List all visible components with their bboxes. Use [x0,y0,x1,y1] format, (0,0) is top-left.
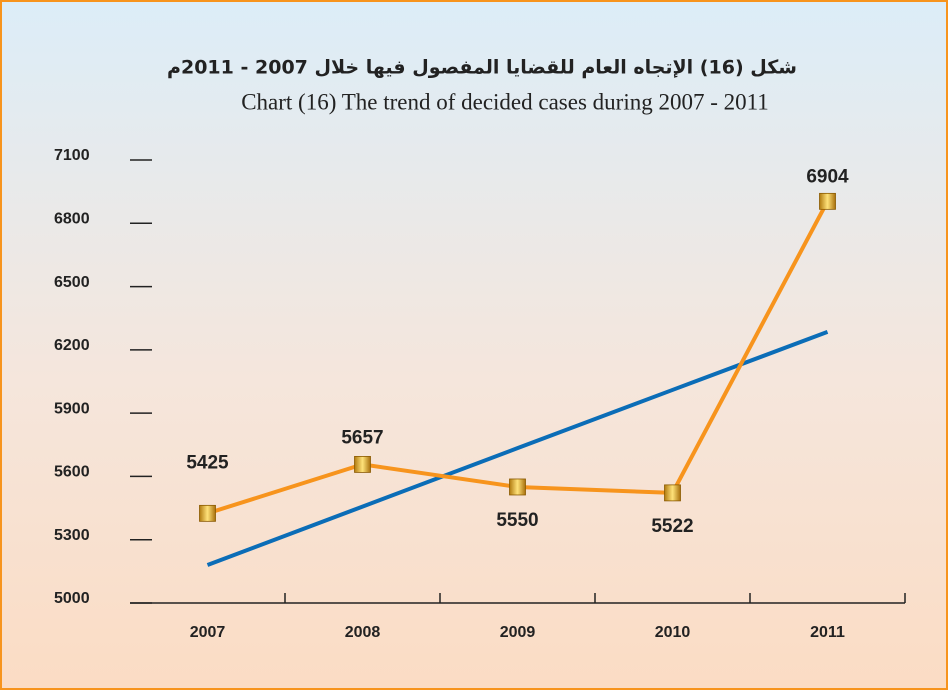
y-tick-label: 6800 [54,211,90,228]
marker [664,484,681,502]
y-tick-label: 5300 [54,527,90,544]
y-tick-label: 5900 [54,400,90,417]
chart-title: شكل (16) الإتجاه العام للقضايا المفصول ف… [167,57,797,79]
y-tick-label: 5000 [54,590,90,607]
y-tick-label: 6200 [54,337,90,354]
y-tick-label: 6500 [54,274,90,291]
marker [199,504,216,522]
data-label: 5657 [341,427,383,448]
y-tick-label: 7100 [54,147,90,164]
y-tick-label: 5600 [54,464,90,481]
marker [509,478,526,496]
line-series [206,200,830,516]
data-label: 5425 [186,452,229,473]
x-tick-label: 2008 [345,624,381,641]
data-label: 6904 [806,166,849,187]
x-tick-label: 2009 [500,624,536,641]
data-label: 5522 [651,516,693,537]
x-tick-label: 2010 [655,624,691,641]
data-label: 5550 [496,510,538,531]
marker [354,456,371,473]
line-series [206,330,829,567]
x-tick-label: 2007 [190,624,226,641]
x-tick-label: 2011 [810,624,845,641]
chart-subtitle: Chart (16) The trend of decided cases du… [241,89,769,114]
marker [819,192,836,210]
